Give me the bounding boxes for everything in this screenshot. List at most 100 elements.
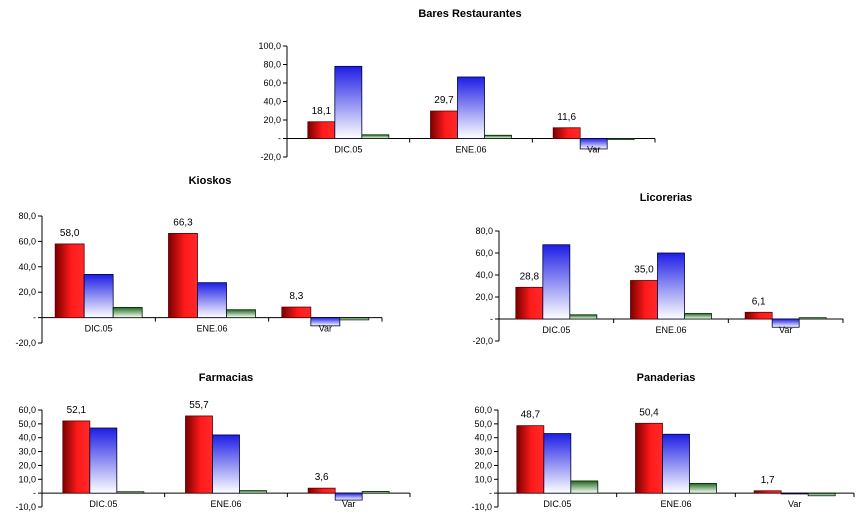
x-category-label: DIC.05 [89, 499, 117, 509]
bar-s3-ene06 [689, 483, 717, 494]
chart-title: Kioskos [189, 175, 232, 187]
data-label: 6,1 [752, 296, 766, 307]
bar-s3-dic05 [116, 491, 145, 494]
y-tick-label: 20,0 [263, 115, 281, 125]
bar-s2-var [579, 138, 608, 150]
data-label: 8,3 [289, 291, 303, 302]
x-category-label: Var [587, 145, 600, 155]
bar-s1-dic05 [54, 243, 85, 319]
y-tick-label: 100,0 [258, 41, 281, 51]
bar-s1-ene06 [430, 110, 458, 139]
bar-s1-var [281, 306, 312, 318]
y-tick-label: 20,0 [474, 460, 492, 470]
data-label: 28,8 [520, 271, 540, 282]
y-tick-label: 50,0 [18, 419, 36, 429]
bar-s2-ene06 [212, 434, 240, 494]
bar-s1-dic05 [515, 286, 544, 320]
data-label: 18,1 [312, 106, 332, 117]
bar-s3-dic05 [570, 480, 599, 494]
bar-s2-dic05 [89, 427, 118, 494]
x-category-label: Var [788, 499, 801, 509]
x-category-label: DIC.05 [334, 145, 362, 155]
x-category-label: ENE.06 [455, 145, 486, 155]
y-tick-label: 60,0 [474, 405, 492, 415]
bar-s3-ene06 [684, 313, 712, 320]
data-label: 29,7 [434, 95, 454, 106]
x-category-label: ENE.06 [655, 325, 686, 335]
bar-s3-var [807, 492, 836, 497]
y-tick-label: - [489, 488, 492, 498]
x-category-label: Var [342, 499, 355, 509]
bar-s2-dic05 [83, 274, 114, 319]
y-tick-label: - [33, 488, 36, 498]
chart-panel-3: Farmacias 60,0 50,0 40,0 30,0 20,0 10,0 - -10,0 5… [15, 372, 411, 512]
bar-s2-var [334, 492, 363, 501]
data-label: 48,7 [521, 410, 541, 421]
bar-s3-ene06 [226, 309, 256, 319]
chart-title: Farmacias [199, 372, 253, 384]
data-label: 66,3 [173, 217, 193, 228]
bar-s3-var [339, 317, 370, 321]
chart-title: Bares Restaurantes [418, 8, 521, 20]
chart-panel-1: Kioskos 80,0 60,0 40,0 20,0 - -20,0 58,0 DIC.05 6… [15, 175, 383, 348]
y-tick-label: - [33, 313, 36, 323]
bar-s2-var [310, 317, 341, 327]
data-label: 58,0 [60, 228, 80, 239]
data-label: 50,4 [639, 407, 659, 418]
y-tick-label: 60,0 [475, 248, 493, 258]
y-tick-label: 80,0 [263, 60, 281, 70]
data-label: 52,1 [67, 405, 87, 416]
bar-s1-var [552, 127, 581, 139]
x-category-label: ENE.06 [660, 499, 691, 509]
y-tick-label: 10,0 [474, 474, 492, 484]
y-tick-label: 40,0 [475, 270, 493, 280]
bar-s1-var [307, 487, 336, 494]
y-tick-label: 40,0 [18, 262, 36, 272]
bar-s3-var [361, 491, 390, 494]
y-tick-label: 40,0 [474, 433, 492, 443]
bar-s2-ene06 [197, 282, 227, 318]
bar-s1-ene06 [185, 415, 213, 494]
data-label: 3,6 [315, 472, 329, 483]
y-tick-label: -10,0 [471, 502, 492, 512]
data-label: 35,0 [634, 265, 654, 276]
x-category-label: Var [319, 324, 332, 334]
bar-s3-dic05 [112, 307, 143, 319]
x-category-label: Var [779, 325, 792, 335]
y-tick-label: 60,0 [18, 405, 36, 415]
bar-s1-dic05 [516, 425, 545, 494]
y-tick-label: 80,0 [475, 226, 493, 236]
chart-panel-2: Licorerias 80,0 60,0 40,0 20,0 - -20,0 28,8 DIC.… [472, 192, 844, 346]
chart-panel-4: Panaderias 60,0 50,0 40,0 30,0 20,0 10,0 - -10,0… [471, 372, 855, 512]
bar-s2-dic05 [334, 65, 363, 139]
bar-s2-var [780, 492, 809, 495]
y-tick-label: 50,0 [474, 419, 492, 429]
y-tick-label: 20,0 [475, 292, 493, 302]
bar-s3-ene06 [239, 490, 267, 494]
bar-s3-var [798, 317, 827, 320]
bar-s1-dic05 [62, 420, 91, 494]
y-tick-label: 30,0 [474, 447, 492, 457]
bar-s3-var [606, 138, 635, 140]
bar-s3-dic05 [569, 314, 598, 320]
y-tick-label: 40,0 [263, 97, 281, 107]
data-label: 1,7 [761, 475, 775, 486]
bar-s1-ene06 [168, 232, 198, 318]
bar-s2-ene06 [657, 252, 685, 320]
y-tick-label: 30,0 [18, 447, 36, 457]
x-category-label: DIC.05 [543, 499, 571, 509]
bar-s1-ene06 [630, 280, 658, 320]
x-category-label: ENE.06 [196, 324, 227, 334]
bar-s2-ene06 [457, 76, 485, 139]
y-tick-label: -20,0 [15, 338, 36, 348]
y-tick-label: 20,0 [18, 287, 36, 297]
y-tick-label: - [490, 314, 493, 324]
data-label: 11,6 [557, 112, 576, 123]
bar-s1-ene06 [635, 422, 663, 494]
y-tick-label: 20,0 [18, 460, 36, 470]
bar-s3-ene06 [484, 134, 512, 139]
y-tick-label: -20,0 [260, 152, 281, 162]
chart-title: Panaderias [637, 372, 696, 384]
